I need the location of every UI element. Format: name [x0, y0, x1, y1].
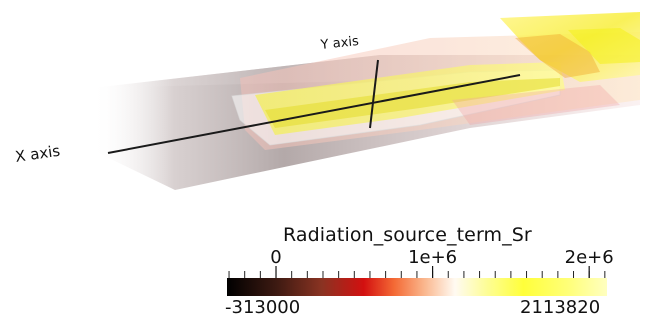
- volume-yellow-head-bright: [568, 28, 640, 64]
- scalar-bar-major-ticks: [275, 266, 590, 278]
- scalar-bar-gradient: [227, 278, 607, 296]
- scalar-bar-graphic: [227, 266, 607, 296]
- scalar-bar-title: Radiation_source_term_Sr: [283, 224, 532, 246]
- scalar-bar-tick-label: 0: [270, 247, 282, 268]
- volume-yellow-head-accent: [515, 34, 600, 78]
- scalar-bar-tick-label: 2e+6: [564, 247, 614, 268]
- volume-yellow-slab-stripe: [265, 78, 560, 128]
- y-axis-line: [369, 59, 379, 129]
- scalar-bar-tick-label: 1e+6: [408, 247, 458, 268]
- x-axis-line: [107, 74, 521, 154]
- volume-pink-head-edge: [452, 85, 620, 125]
- scalar-bar-range-min: -313000: [225, 297, 301, 318]
- scalar-bar-minor-ticks: [228, 271, 606, 278]
- scalar-bar-range-max: 2113820: [520, 297, 601, 318]
